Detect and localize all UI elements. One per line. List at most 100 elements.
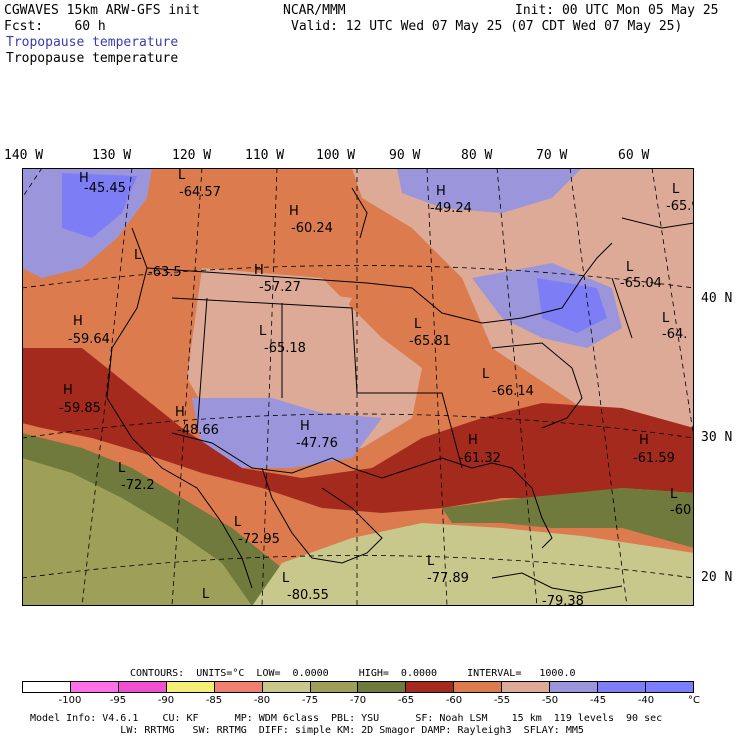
fill-band-light-blue-ne — [537, 278, 607, 333]
colorbar-tick-label: -65 — [397, 695, 415, 706]
center-value: -65.9 — [666, 199, 694, 214]
colorbar-segment — [502, 682, 551, 692]
colorbar-segment — [214, 682, 263, 692]
colorbar-tick-label: -100 — [58, 695, 82, 706]
model-title: CGWAVES 15km ARW-GFS init — [4, 3, 200, 18]
center-type: L — [670, 487, 678, 502]
colorbar-segment — [550, 682, 599, 692]
center-type: H — [254, 263, 264, 278]
center-value: -77.89 — [427, 571, 469, 586]
field-name-secondary: Tropopause temperature — [6, 51, 179, 66]
fill-band-blue-central — [192, 398, 382, 468]
center-value: -61.32 — [459, 451, 501, 466]
center-value: -49.24 — [430, 201, 472, 216]
center-value: -80.55 — [287, 588, 329, 603]
colorbar-tick-label: -75 — [301, 695, 319, 706]
colorbar-tick-label: -50 — [541, 695, 559, 706]
lat-label: 20 N — [701, 570, 733, 585]
colorbar-segment — [262, 682, 311, 692]
center-type: H — [639, 433, 649, 448]
center-type: L — [134, 248, 142, 263]
center-type: L — [259, 324, 267, 339]
colorbar-segment — [166, 682, 215, 692]
center-type: H — [73, 314, 83, 329]
political-boundaries — [106, 187, 694, 594]
colorbar — [22, 681, 694, 693]
center-type: L — [234, 515, 242, 530]
center-type: H — [289, 204, 299, 219]
center-value: -59.85 — [59, 401, 101, 416]
colorbar-tick-label: -90 — [157, 695, 175, 706]
tropopause-temperature-map: H -45.45 L -64.57 H -60.24 H -49.24 L -6… — [22, 168, 694, 606]
colorbar-tick-label: -40 — [637, 695, 655, 706]
colorbar-tick-label: -85 — [205, 695, 223, 706]
fill-band-light-pink-strip — [272, 288, 352, 318]
fill-band-olive — [22, 458, 252, 606]
center-value: -65.04 — [620, 276, 662, 291]
center-type: H — [468, 433, 478, 448]
colorbar-tick-label: -80 — [253, 695, 271, 706]
center-value: -61.59 — [633, 451, 675, 466]
center-type: L — [672, 182, 680, 197]
center-value: -57.27 — [259, 280, 301, 295]
center-type: L — [626, 260, 634, 275]
lon-label: 110 W — [245, 148, 285, 163]
lat-label: 30 N — [701, 430, 733, 445]
center-value: -66.14 — [492, 384, 534, 399]
colorbar-segment — [454, 682, 503, 692]
center-type: L — [482, 367, 490, 382]
lon-label: 60 W — [618, 148, 650, 163]
colorbar-tick-label: -60 — [445, 695, 463, 706]
center-value: -47.76 — [296, 436, 338, 451]
lat-label: 40 N — [701, 291, 733, 306]
center-type: H — [175, 405, 185, 420]
lon-label: 140 W — [4, 148, 44, 163]
center-type: L — [178, 168, 186, 183]
forecast-hour: Fcst: 60 h — [4, 19, 106, 34]
center-value: -63.5 — [148, 265, 182, 280]
center-value: -64.57 — [179, 185, 221, 200]
center-type: L — [118, 461, 126, 476]
colorbar-tick-label: -70 — [349, 695, 367, 706]
colorbar-segment — [406, 682, 455, 692]
center-value: -60.24 — [291, 221, 333, 236]
center-value: -45.45 — [84, 181, 126, 196]
lon-label: 80 W — [461, 148, 493, 163]
center-type: L — [662, 311, 670, 326]
colorbar-tick-label: -55 — [493, 695, 511, 706]
colorbar-tick-label: -95 — [109, 695, 127, 706]
center-type: H — [79, 171, 89, 186]
lon-label: 120 W — [172, 148, 212, 163]
fill-band-tan — [252, 523, 694, 606]
fill-band-dark-red — [22, 348, 694, 513]
organization: NCAR/MMM — [283, 3, 346, 18]
center-value: -65.18 — [264, 341, 306, 356]
fill-band-blue-ne — [397, 168, 582, 213]
graticule — [22, 168, 694, 606]
valid-time: Valid: 12 UTC Wed 07 May 25 (07 CDT Wed … — [291, 19, 683, 34]
center-value: -64. — [662, 327, 687, 342]
center-value: -48.66 — [177, 423, 219, 438]
colorbar-segment — [598, 682, 646, 692]
colorbar-tick-label: °C — [688, 695, 700, 706]
colorbar-segment — [645, 682, 693, 692]
center-value: -59.64 — [68, 332, 110, 347]
lon-label: 70 W — [536, 148, 568, 163]
map-frame — [22, 168, 694, 606]
init-time: Init: 00 UTC Mon 05 May 25 — [515, 3, 719, 18]
center-type: H — [63, 383, 73, 398]
field-name-primary: Tropopause temperature — [6, 35, 179, 50]
center-type: L — [427, 554, 435, 569]
center-value: -65.81 — [409, 334, 451, 349]
lon-label: 130 W — [92, 148, 132, 163]
contours-info: CONTOURS: UNITS=°C LOW= 0.0000 HIGH= 0.0… — [130, 668, 576, 679]
center-value: -79.38 — [542, 594, 584, 606]
lon-label: 90 W — [389, 148, 421, 163]
model-info-line2: LW: RRTMG SW: RRTMG DIFF: simple KM: 2D … — [30, 725, 584, 736]
center-value: -60 — [670, 503, 691, 518]
pressure-centers: H -45.45 L -64.57 H -60.24 H -49.24 L -6… — [59, 168, 694, 606]
fill-band-light-blue-nw — [62, 173, 137, 238]
center-type: L — [202, 587, 210, 602]
colorbar-segment — [23, 682, 71, 692]
lon-label: 100 W — [316, 148, 356, 163]
